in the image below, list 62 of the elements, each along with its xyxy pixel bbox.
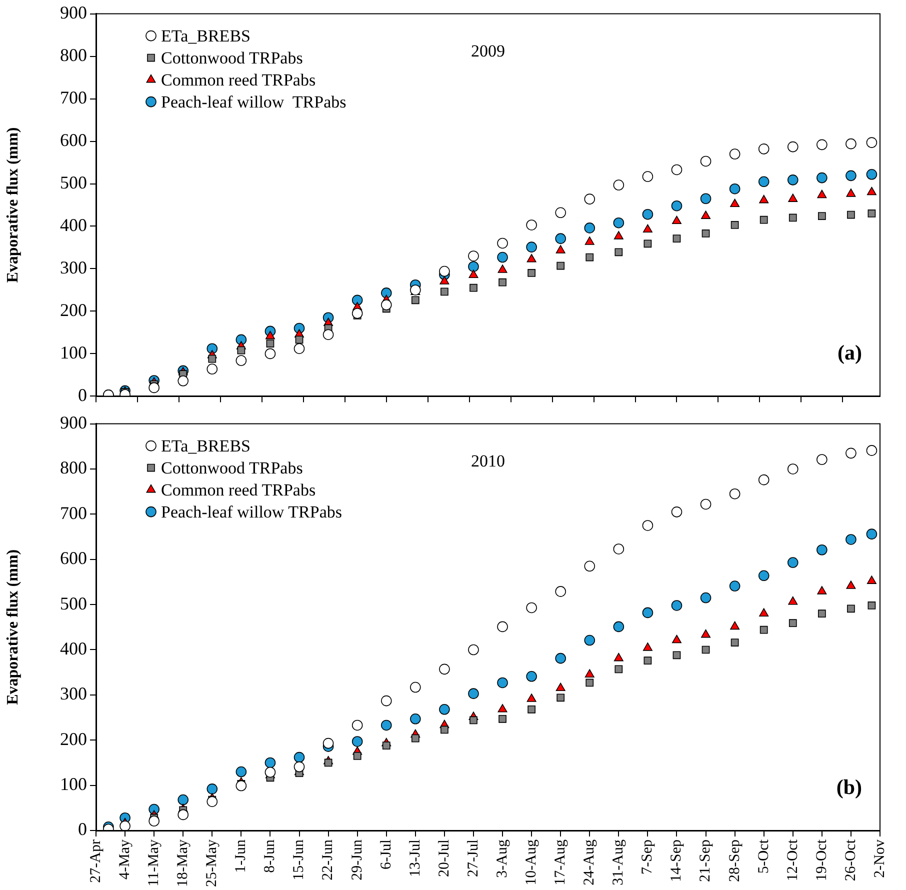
x-tick-label: 24-Aug: [582, 839, 598, 886]
x-tick-label: 28-Sep: [726, 840, 743, 882]
x-tick-label: 3-Aug: [494, 839, 510, 878]
legend-label: Peach-leaf willow TRPabs: [161, 92, 346, 112]
annotation: 2010: [471, 451, 505, 470]
x-tick-label: 20-Jul: [436, 840, 452, 878]
x-tick-label: 17-Aug: [552, 839, 569, 886]
annotation: 2009: [471, 41, 505, 60]
y-tick-label: 800: [60, 45, 87, 66]
x-tick-label: 6-Jul: [378, 840, 394, 870]
x-tick-label: 15-Jun: [291, 839, 308, 880]
x-tick-label: 7-Sep: [640, 840, 656, 875]
x-tick-label: 14-Sep: [668, 840, 685, 882]
y-tick-label: 300: [60, 257, 87, 278]
y-tick-label: 0: [78, 819, 87, 840]
y-tick-label: 400: [60, 638, 87, 658]
annotation: (b): [836, 774, 862, 799]
y-tick-label: 100: [60, 774, 87, 794]
x-tick-label: 2-Nov: [872, 839, 888, 878]
legend-label: Common reed TRPabs: [161, 480, 316, 500]
x-tick-label: 29-Jun: [349, 839, 366, 880]
y-tick-label: 900: [60, 2, 87, 23]
x-tick-label: 8-Jun: [262, 839, 278, 873]
legend-label: Cottonwood TRPabs: [161, 458, 303, 478]
x-tick-label: 12-Oct: [784, 838, 801, 882]
y-tick-label: 400: [60, 214, 87, 235]
legend-label: ETa_BREBS: [161, 436, 250, 456]
legend-label: ETa_BREBS: [161, 26, 250, 46]
x-tick-label: 21-Sep: [698, 840, 714, 882]
x-tick-label: 27-Jul: [465, 840, 482, 878]
y-tick-label: 800: [60, 458, 87, 478]
x-tick-label: 11-May: [146, 839, 162, 886]
legend-label: Peach-leaf willow TRPabs: [161, 502, 342, 522]
x-tick-label: 26-Oct: [842, 838, 859, 882]
y-tick-label: 200: [60, 300, 87, 320]
y-tick-label: 600: [60, 548, 87, 568]
x-tick-label: 18-May: [175, 839, 192, 888]
annotation: (a): [838, 340, 862, 365]
y-tick-label: 500: [60, 172, 87, 192]
y-tick-label: 700: [60, 502, 87, 523]
y-axis-title: Evaporative flux (mm): [4, 549, 22, 705]
x-tick-label: 27-Apr: [88, 840, 104, 883]
legend-label: Common reed TRPabs: [161, 70, 316, 90]
legend-label: Cottonwood TRPabs: [161, 48, 303, 68]
y-tick-label: 200: [60, 728, 87, 749]
x-tick-label: 31-Aug: [610, 839, 627, 886]
x-tick-label: 19-Oct: [814, 838, 830, 882]
x-tick-label: 10-Aug: [523, 839, 540, 886]
y-tick-label: 100: [60, 342, 87, 362]
x-tick-label: 1-Jun: [233, 839, 250, 873]
x-tick-label: 25-May: [204, 839, 220, 888]
x-tick-label: 13-Jul: [407, 840, 424, 878]
x-tick-label: 5-Oct: [756, 838, 772, 874]
y-axis-title: Evaporative flux (mm): [4, 127, 22, 283]
x-tick-label: 22-Jun: [320, 839, 336, 880]
y-tick-label: 900: [60, 412, 87, 433]
y-tick-label: 600: [60, 130, 87, 150]
y-tick-label: 500: [60, 593, 87, 614]
x-tick-label: 4-May: [116, 839, 133, 880]
y-tick-label: 700: [60, 88, 87, 108]
y-tick-label: 300: [60, 684, 87, 704]
y-tick-label: 0: [78, 384, 87, 405]
